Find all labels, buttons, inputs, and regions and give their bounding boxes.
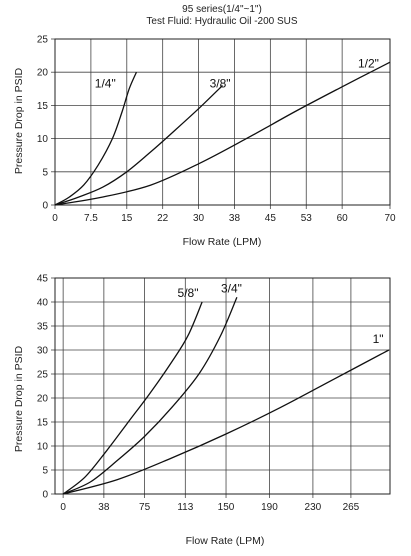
y-tick-label: 15 bbox=[37, 101, 49, 112]
y-tick-label: 40 bbox=[37, 298, 49, 309]
plot-frame bbox=[54, 277, 391, 495]
y-tick-label: 20 bbox=[37, 394, 49, 405]
y-axis-label: Pressure Drop in PSID bbox=[13, 67, 25, 174]
x-tick-label: 45 bbox=[265, 213, 277, 224]
x-tick-label: 70 bbox=[384, 213, 396, 224]
x-tick-label: 30 bbox=[193, 213, 205, 224]
x-tick-label: 150 bbox=[218, 502, 235, 513]
y-tick-label: 35 bbox=[37, 322, 49, 333]
x-axis-label: Flow Rate (LPM) bbox=[186, 535, 265, 547]
y-axis-label: Pressure Drop in PSID bbox=[13, 345, 25, 452]
series-label: 3/4" bbox=[221, 281, 242, 295]
series-line bbox=[54, 85, 223, 206]
x-tick-label: 0 bbox=[52, 213, 58, 224]
x-tick-label: 230 bbox=[305, 502, 322, 513]
series-label: 3/8" bbox=[210, 76, 231, 90]
chart-bottom: Flow Rate (LPM) Pressure Drop in PSID 0 5… bbox=[13, 274, 391, 547]
series-label: 1" bbox=[373, 332, 384, 346]
x-tick-label: 38 bbox=[229, 213, 241, 224]
chart-title: 95 series(1/4"~1") bbox=[182, 4, 262, 15]
x-tick-label: 53 bbox=[301, 213, 313, 224]
y-tick-label: 10 bbox=[37, 134, 49, 145]
y-tick-label: 25 bbox=[37, 370, 49, 381]
y-tick-label: 10 bbox=[37, 442, 49, 453]
x-tick-label: 113 bbox=[177, 502, 193, 513]
y-tick-label: 45 bbox=[37, 274, 49, 285]
series-line bbox=[54, 61, 391, 206]
x-tick-label: 0 bbox=[60, 502, 66, 513]
x-tick-label: 75 bbox=[139, 502, 151, 513]
y-tick-label: 5 bbox=[42, 167, 48, 178]
series-label: 1/2" bbox=[358, 57, 379, 71]
series-line bbox=[62, 296, 238, 495]
y-tick-label: 20 bbox=[37, 68, 49, 79]
y-tick-label: 25 bbox=[37, 35, 49, 46]
series-line bbox=[62, 301, 203, 495]
x-tick-label: 15 bbox=[121, 213, 133, 224]
plot-frame bbox=[54, 38, 391, 206]
series-label: 1/4" bbox=[95, 76, 116, 90]
chart-top: Flow Rate (LPM) Pressure Drop in PSID 0 5… bbox=[13, 35, 396, 249]
y-tick-label: 15 bbox=[37, 418, 49, 429]
series-label: 5/8" bbox=[178, 286, 199, 300]
x-tick-label: 265 bbox=[343, 502, 360, 513]
y-tick-label: 0 bbox=[42, 490, 48, 501]
x-tick-label: 190 bbox=[261, 502, 278, 513]
x-tick-label: 22 bbox=[157, 213, 169, 224]
x-tick-label: 7.5 bbox=[84, 213, 98, 224]
y-tick-label: 30 bbox=[37, 346, 49, 357]
x-tick-label: 60 bbox=[337, 213, 349, 224]
x-axis-label: Flow Rate (LPM) bbox=[183, 236, 262, 248]
x-tick-label: 38 bbox=[98, 502, 110, 513]
series-line bbox=[54, 71, 137, 206]
y-tick-label: 5 bbox=[42, 466, 48, 477]
y-tick-label: 0 bbox=[42, 201, 48, 212]
series-line bbox=[62, 349, 390, 495]
chart-subtitle: Test Fluid: Hydraulic Oil -200 SUS bbox=[146, 16, 297, 27]
